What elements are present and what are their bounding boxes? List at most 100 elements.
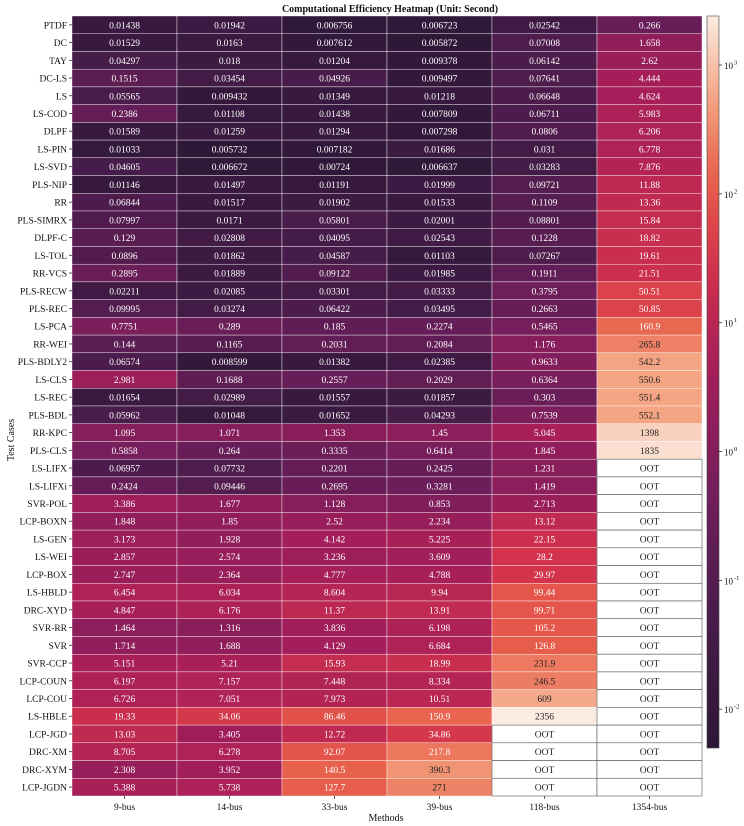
cell-value: 22.15 [534,535,556,545]
colorbar-tick-label: 10 [724,319,734,329]
cell-value: 4.788 [429,571,451,581]
cell-value: 0.0806 [531,128,557,138]
cell-value: 0.07732 [214,465,245,475]
cell-value: 0.00724 [319,163,350,173]
cell-value: 1.128 [324,500,346,510]
cell-value: 0.01382 [319,358,350,368]
cell-value: 0.007809 [422,110,458,120]
cell-value: 0.007182 [317,145,353,155]
cell-value: 0.07997 [109,216,140,226]
heatmap-cells: 0.01438 0.01942 0.006756 0.006723 0.02542 0.2… [71,15,703,797]
cell-value: 6.726 [114,695,136,705]
cell-value: 0.2274 [426,323,452,333]
cell-value: 0.0171 [216,216,242,226]
cell-value: 50.85 [639,305,661,315]
row-label: PLS-REC [29,305,67,315]
cell-value: 3.952 [219,766,241,776]
cell-value: 0.04095 [319,234,350,244]
cell-value: 6.454 [114,589,136,599]
cell-value: 0.303 [534,394,556,404]
cell-value: OOT [640,465,660,475]
cell-value: 0.02385 [424,358,455,368]
row-label: LS [56,92,67,102]
cell-value: 0.01652 [319,411,350,421]
cell-value: 0.3335 [321,447,347,457]
cell-value: 246.5 [534,677,556,687]
cell-value: 0.09721 [529,181,560,191]
row-label: PLS-RECW [20,287,67,297]
row-label: DLPF-C [34,234,67,244]
cell-value: 0.02001 [424,216,455,226]
cell-value: 0.005732 [212,145,248,155]
cell-value: 28.2 [536,553,553,563]
cell-value: 217.8 [429,748,451,758]
cell-value: 2.364 [219,571,241,581]
cell-value: 0.06648 [529,92,560,102]
colorbar-tick-label: 10 [724,61,734,71]
cell-value: 0.06142 [529,57,560,67]
cell-value: 0.2201 [321,465,347,475]
cell-value: 160.9 [639,323,661,333]
cell-value: 7.973 [324,695,346,705]
cell-value: 0.1688 [216,376,242,386]
colorbar-tick-exponent: 1 [734,317,737,324]
row-label: LS-SVD [34,163,67,173]
row-label: LS-REC [34,394,67,404]
cell-value: 0.006672 [212,163,248,173]
cell-value: 0.2031 [321,340,347,350]
row-label: LCP-COUN [19,677,67,687]
cell-value: 5.21 [221,660,238,670]
cell-value: 34.06 [219,713,241,723]
cell-value: OOT [535,730,555,740]
cell-value: 552.1 [639,411,661,421]
cell-value: 0.03454 [214,75,245,85]
cell-value: 3.173 [114,535,136,545]
cell-value: 0.06711 [529,110,560,120]
cell-value: 0.02085 [214,287,245,297]
cell-value: 0.009497 [422,75,458,85]
cell-value: 0.03283 [529,163,560,173]
cell-value: 0.07267 [529,252,560,262]
cell-value: OOT [640,695,660,705]
row-label: LS-HBLE [28,713,67,723]
cell-value: 18.99 [429,660,451,670]
cell-value: 0.03301 [319,287,350,297]
cell-value: 0.007612 [317,39,353,49]
cell-value: 11.37 [324,606,345,616]
column-label: 14-bus [217,803,243,813]
cell-value: 0.01497 [214,181,245,191]
cell-value: 0.1109 [532,199,558,209]
cell-value: 1.464 [114,624,136,634]
cell-value: 1.845 [534,447,556,457]
colorbar-tick-label: 10 [724,705,734,715]
cell-value: 99.44 [534,589,556,599]
cell-value: 21.51 [639,270,661,280]
cell-value: 0.01529 [109,39,140,49]
cell-value: 0.03274 [214,305,245,315]
cell-value: 4.142 [324,535,346,545]
cell-value: 0.008599 [212,358,248,368]
cell-value: 231.9 [534,660,556,670]
cell-value: 92.07 [324,748,346,758]
cell-value: 0.01349 [319,92,350,102]
cell-value: 0.006723 [422,21,458,31]
row-label: LCP-COU [26,695,67,705]
cell-value: 0.01191 [319,181,350,191]
cell-value: 5.225 [429,535,451,545]
cell-value: 50.51 [639,287,661,297]
cell-value: 0.01889 [214,270,245,280]
cell-value: 0.01294 [319,128,350,138]
cell-value: 0.2895 [111,270,137,280]
cell-value: 0.009432 [212,92,248,102]
row-label: LS-PIN [37,145,67,155]
cell-value: 1.85 [221,518,238,528]
cell-value: 0.06844 [109,199,140,209]
cell-value: 3.609 [429,553,451,563]
cell-value: 0.04605 [109,163,140,173]
row-label: PLS-SIMRX [17,216,67,226]
cell-value: 609 [537,695,552,705]
cell-value: 0.1911 [532,270,558,280]
cell-value: 150.9 [429,713,451,723]
cell-value: 19.33 [114,713,136,723]
cell-value: 0.01589 [109,128,140,138]
